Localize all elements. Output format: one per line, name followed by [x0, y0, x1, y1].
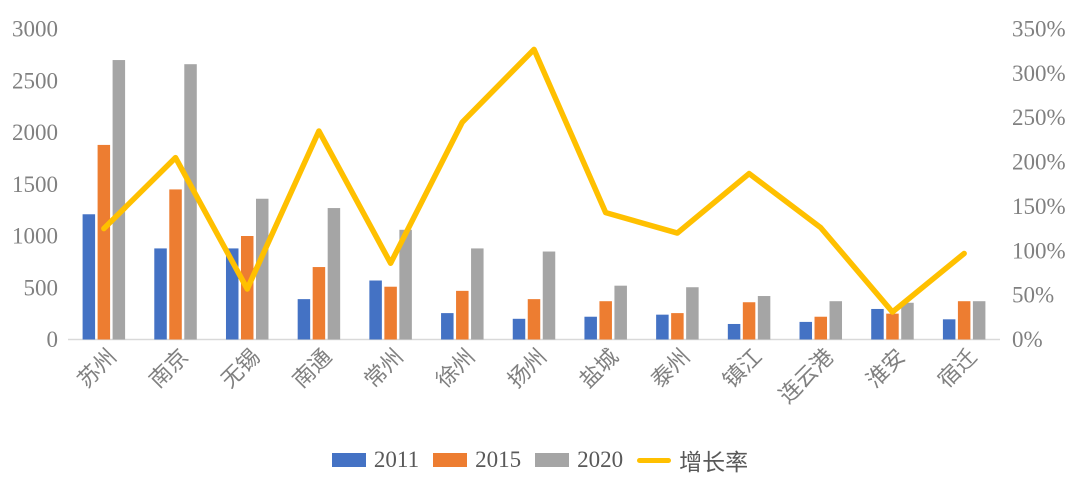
x-label-南京: 南京	[144, 344, 193, 393]
x-label-盐城: 盐城	[574, 344, 623, 393]
bar-2011-镇江	[727, 323, 741, 340]
legend-swatch-2015	[433, 453, 468, 467]
bar-2015-南通	[312, 267, 326, 340]
x-label-徐州: 徐州	[431, 344, 480, 393]
bar-2020-常州	[399, 229, 412, 340]
right-axis-tick-200%: 200%	[1012, 150, 1066, 175]
left-axis-tick-1500: 1500	[12, 172, 58, 197]
bar-2020-南京	[184, 64, 197, 340]
bar-2020-徐州	[471, 248, 484, 340]
x-label-泰州: 泰州	[646, 344, 695, 393]
x-label-无锡: 无锡	[216, 344, 265, 393]
bar-2011-苏州	[82, 214, 96, 340]
growth-rate-line	[101, 46, 967, 315]
bar-2015-盐城	[599, 301, 612, 340]
bar-2015-常州	[384, 286, 397, 340]
bar-2020-盐城	[614, 285, 627, 340]
legend-label-2015: 2015	[475, 447, 522, 472]
legend: 2011 2015 2020 增长率	[0, 443, 1080, 477]
bar-2020-苏州	[112, 60, 126, 340]
legend-swatch-2020	[535, 453, 570, 467]
right-axis-tick-250%: 250%	[1012, 105, 1066, 130]
x-label-常州: 常州	[359, 344, 408, 393]
x-label-苏州: 苏州	[73, 344, 122, 393]
left-axis-tick-500: 500	[24, 275, 59, 300]
x-label-镇江: 镇江	[718, 344, 767, 393]
legend-line-swatch-growth-rate	[637, 457, 672, 463]
x-label-连云港: 连云港	[774, 344, 838, 408]
bar-2015-镇江	[742, 302, 756, 340]
bar-2015-宿迁	[957, 301, 971, 340]
bar-2015-淮安	[886, 313, 899, 340]
bar-2011-淮安	[871, 308, 884, 340]
bar-2020-扬州	[542, 251, 556, 340]
x-label-扬州: 扬州	[503, 344, 552, 393]
bar-2020-宿迁	[972, 301, 986, 340]
bar-2011-南通	[297, 299, 311, 340]
right-axis-tick-50%: 50%	[1012, 283, 1054, 308]
bar-2015-泰州	[671, 313, 684, 340]
left-axis-tick-3000: 3000	[12, 17, 58, 42]
bar-2011-盐城	[584, 316, 597, 340]
bar-2011-徐州	[441, 313, 454, 340]
bar-2011-常州	[369, 280, 382, 340]
left-axis-tick-2000: 2000	[12, 120, 58, 145]
bar-2011-宿迁	[942, 319, 956, 340]
bar-2020-南通	[327, 208, 341, 340]
x-label-淮安: 淮安	[861, 344, 910, 393]
bar-2015-连云港	[814, 316, 828, 340]
bar-2020-淮安	[901, 302, 914, 340]
left-axis-tick-2500: 2500	[12, 68, 58, 93]
right-axis-tick-350%: 350%	[1012, 17, 1066, 42]
right-axis-tick-150%: 150%	[1012, 194, 1066, 219]
bar-2015-徐州	[456, 290, 469, 340]
legend-label-2011: 2011	[373, 447, 420, 472]
right-axis-tick-0%: 0%	[1012, 327, 1043, 352]
x-label-宿迁: 宿迁	[933, 344, 982, 393]
legend-label-growth-rate: 增长率	[679, 450, 749, 475]
bar-2015-苏州	[97, 144, 111, 340]
bar-2011-连云港	[799, 321, 813, 340]
bar-2011-扬州	[512, 318, 526, 340]
left-axis-tick-1000: 1000	[12, 224, 58, 249]
legend-swatch-2011	[331, 453, 366, 467]
bar-2020-连云港	[829, 301, 843, 340]
legend-item-2015: 2015	[433, 447, 521, 473]
legend-item-2020: 2020	[535, 447, 623, 473]
right-axis-tick-100%: 100%	[1012, 238, 1066, 263]
bar-2020-镇江	[757, 296, 771, 340]
bar-2020-泰州	[686, 287, 699, 340]
x-label-南通: 南通	[288, 344, 337, 393]
right-axis-tick-300%: 300%	[1012, 61, 1066, 86]
bar-2011-南京	[154, 248, 167, 340]
legend-item-2011: 2011	[331, 447, 420, 473]
bar-2015-扬州	[527, 299, 541, 340]
legend-label-2020: 2020	[577, 447, 624, 472]
legend-item-growth-rate: 增长率	[637, 443, 748, 477]
bar-2011-泰州	[656, 314, 669, 340]
bar-2020-无锡	[255, 198, 269, 340]
left-axis-tick-0: 0	[47, 327, 59, 352]
bar-2015-南京	[169, 189, 182, 340]
